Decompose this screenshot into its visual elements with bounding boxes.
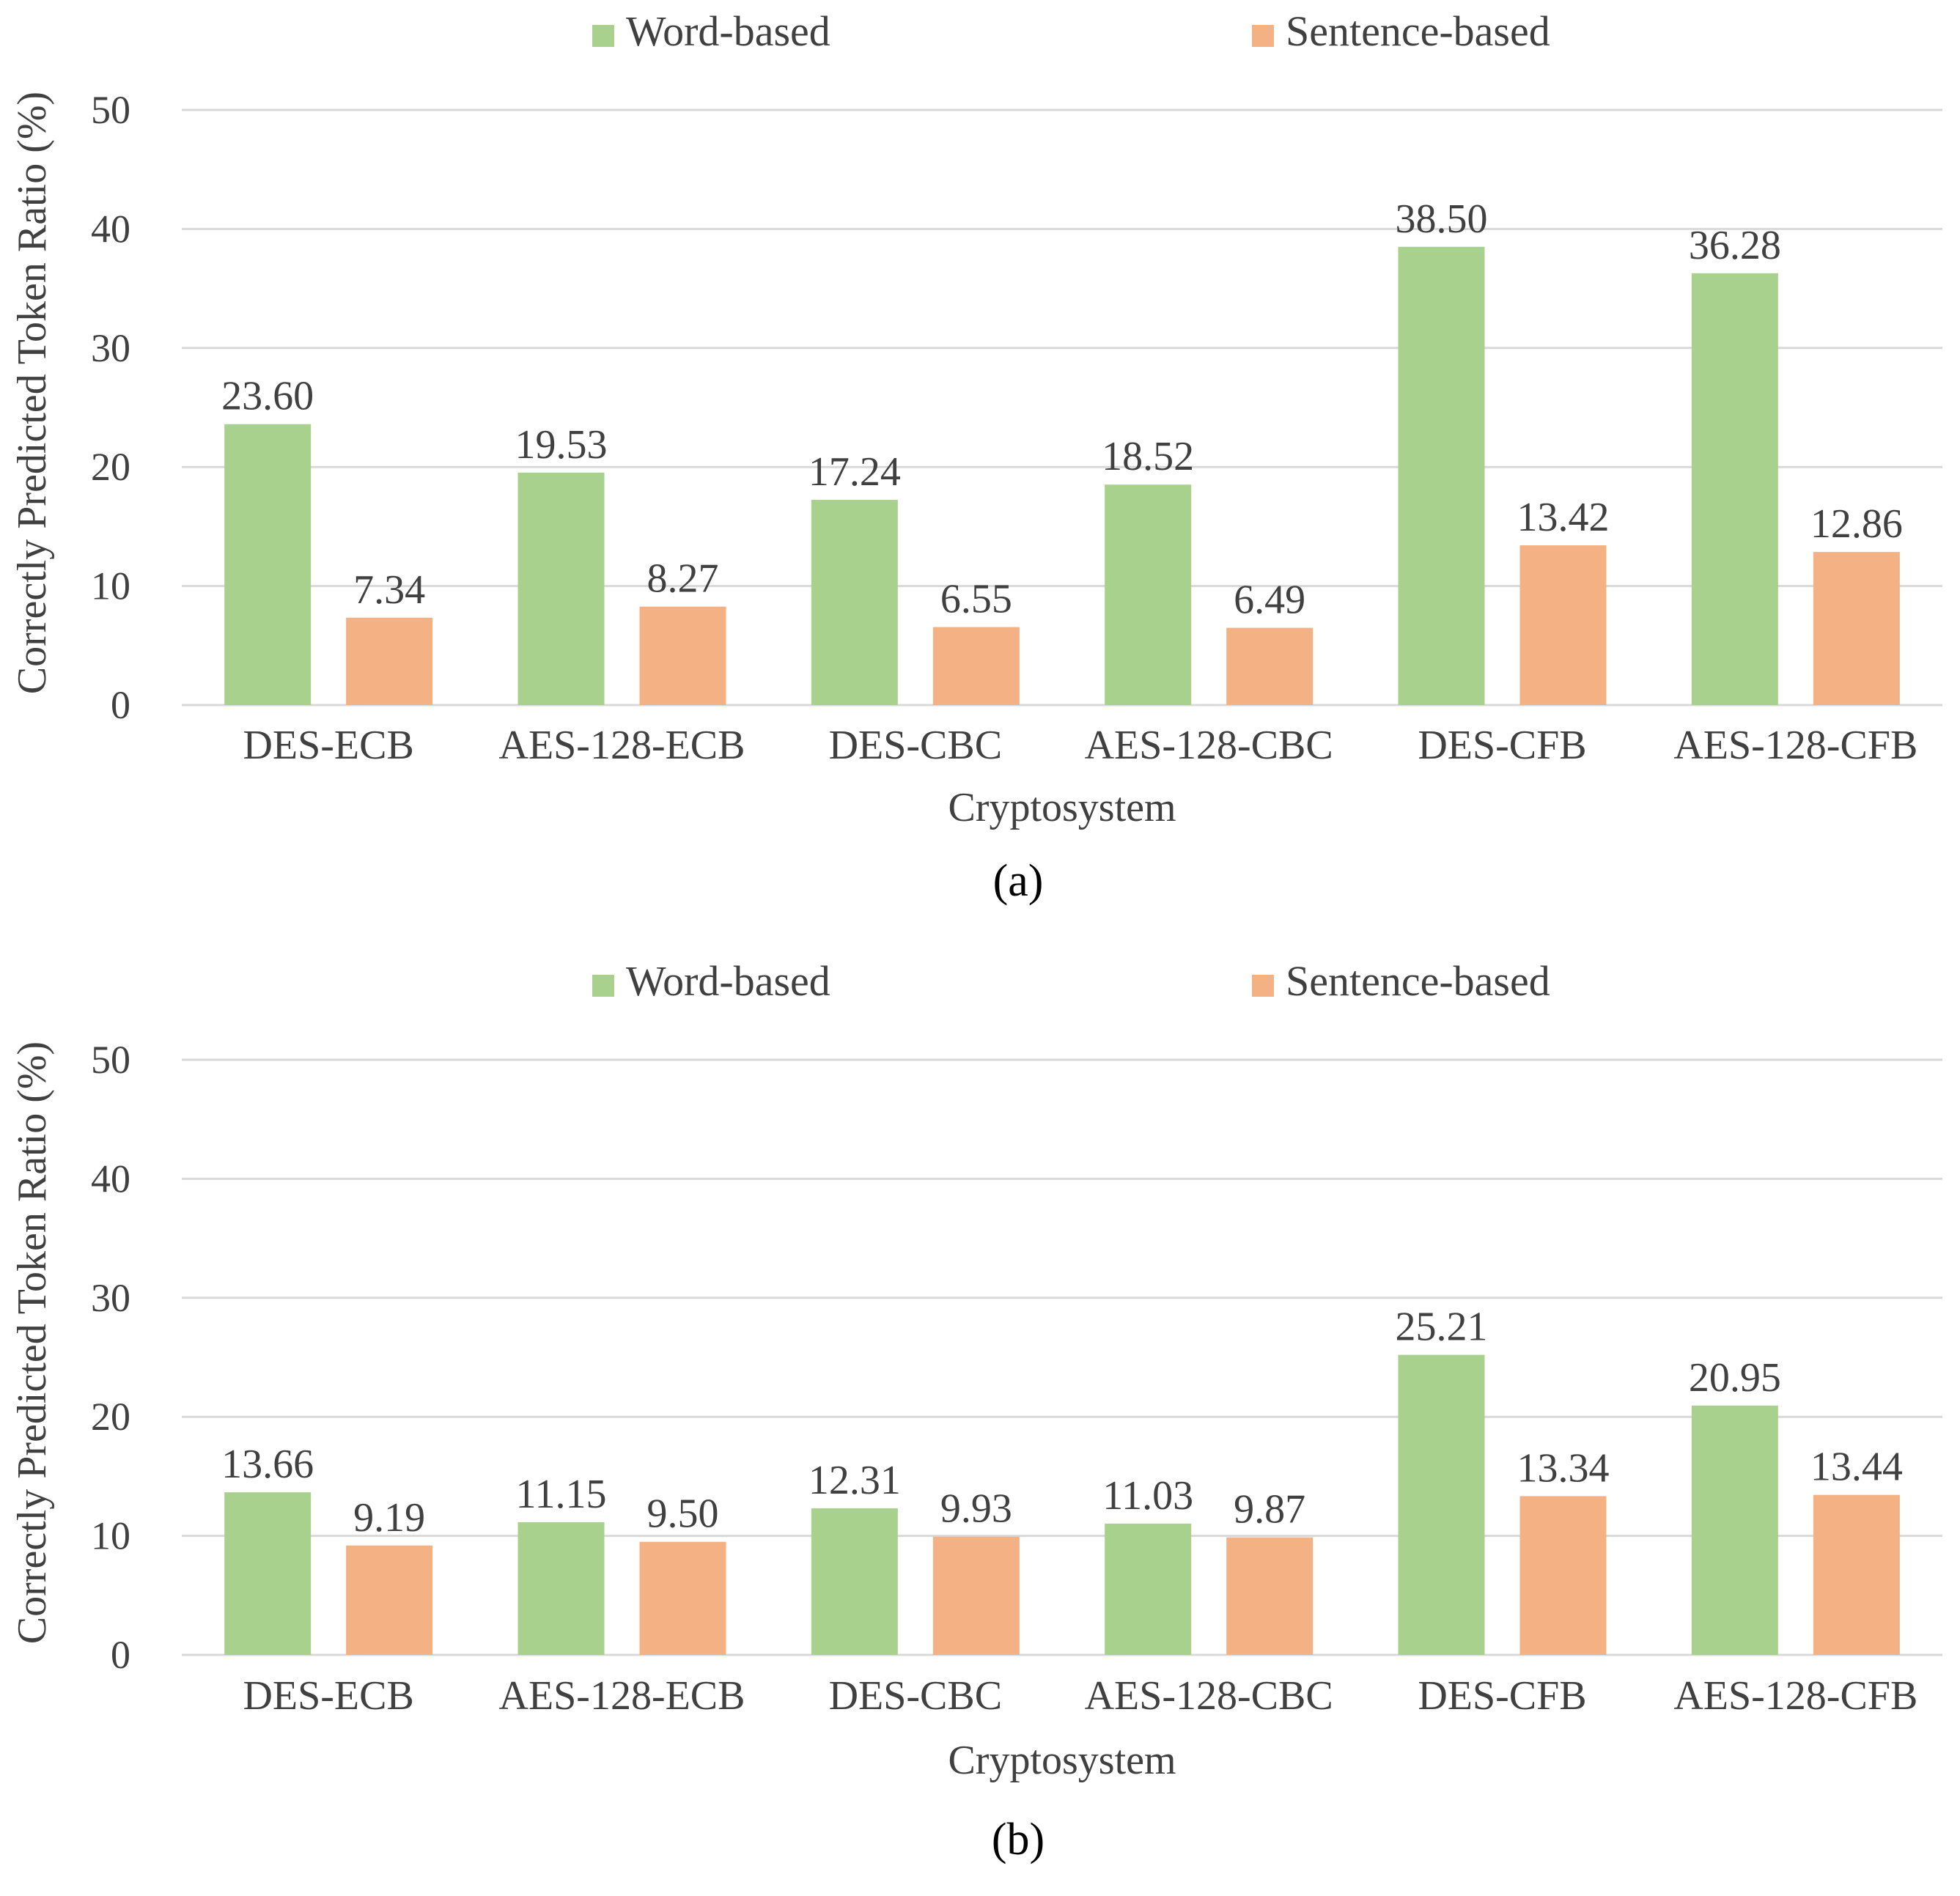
data-label: 11.03 xyxy=(1102,1473,1193,1519)
bar-sentence-based-des-cbc xyxy=(932,627,1020,705)
x-tick-label: AES-128-CFB xyxy=(1673,723,1917,768)
bar-word-based-des-cfb xyxy=(1398,1354,1485,1655)
y-tick-label: 50 xyxy=(91,88,130,132)
x-tick-label: DES-CBC xyxy=(829,1673,1003,1719)
y-tick-label: 0 xyxy=(111,683,130,727)
x-tick-label: AES-128-CBC xyxy=(1085,1673,1333,1719)
data-label: 38.50 xyxy=(1396,196,1488,242)
x-tick-label: AES-128-ECB xyxy=(499,723,745,768)
panel-caption: (a) xyxy=(993,856,1044,906)
bar-sentence-based-aes-128-ecb xyxy=(639,1541,726,1655)
chart-panel-b: 0 10 20 30 40 50 Correctly Predicted Token Rat… xyxy=(10,957,1942,1864)
data-label: 13.44 xyxy=(1810,1445,1903,1490)
bar-word-based-des-ecb xyxy=(224,1492,312,1655)
y-axis-label: Correctly Predicted Token Ratio (%) xyxy=(10,1041,55,1644)
x-tick-label: DES-ECB xyxy=(243,1673,413,1719)
bar-word-based-des-ecb xyxy=(224,424,312,705)
y-tick-label: 40 xyxy=(91,207,130,251)
legend-swatch xyxy=(592,975,614,997)
bar-word-based-aes-128-cbc xyxy=(1105,1523,1192,1655)
bar-sentence-based-des-cfb xyxy=(1519,1496,1607,1655)
legend-label: Sentence-based xyxy=(1286,957,1550,1005)
bar-sentence-based-des-ecb xyxy=(346,1545,433,1655)
x-axis-label: Cryptosystem xyxy=(948,1738,1176,1783)
bar-word-based-aes-128-cbc xyxy=(1105,484,1192,705)
bar-word-based-des-cbc xyxy=(811,500,898,705)
bar-sentence-based-des-cfb xyxy=(1519,545,1607,705)
y-tick-label: 20 xyxy=(91,1395,130,1439)
y-axis-label: Correctly Predicted Token Ratio (%) xyxy=(10,92,55,694)
data-label: 20.95 xyxy=(1689,1355,1781,1401)
bar-sentence-based-des-cbc xyxy=(932,1536,1020,1655)
x-tick-label: DES-CBC xyxy=(829,723,1003,768)
y-tick-label: 20 xyxy=(91,445,130,489)
data-label: 18.52 xyxy=(1102,434,1194,479)
chart-panel-a: 0 10 20 30 40 50 Correctly Predicted Token Rat… xyxy=(10,7,1942,906)
bar-word-based-aes-128-ecb xyxy=(517,1521,605,1655)
x-tick-label: DES-ECB xyxy=(243,723,413,768)
data-label: 13.66 xyxy=(221,1442,314,1487)
data-label: 25.21 xyxy=(1396,1305,1488,1350)
y-tick-label: 30 xyxy=(91,1276,130,1320)
legend-label: Word-based xyxy=(626,957,830,1005)
bar-sentence-based-aes-128-cfb xyxy=(1813,1494,1900,1655)
bar-sentence-based-aes-128-cbc xyxy=(1226,1537,1314,1655)
x-tick-label: AES-128-CFB xyxy=(1673,1673,1917,1719)
bar-sentence-based-aes-128-cfb xyxy=(1813,552,1900,705)
data-label: 6.49 xyxy=(1234,578,1305,623)
bar-word-based-aes-128-cfb xyxy=(1691,1405,1778,1655)
panel-caption: (b) xyxy=(992,1815,1045,1864)
data-label: 9.93 xyxy=(940,1486,1012,1532)
data-label: 9.87 xyxy=(1234,1487,1305,1532)
data-label: 8.27 xyxy=(647,556,719,602)
data-label: 36.28 xyxy=(1689,223,1781,268)
x-tick-label: AES-128-ECB xyxy=(499,1673,745,1719)
legend-label: Word-based xyxy=(626,7,830,55)
y-tick-label: 10 xyxy=(91,1514,130,1558)
x-tick-label: DES-CFB xyxy=(1418,723,1586,768)
bar-sentence-based-des-ecb xyxy=(346,617,433,705)
data-label: 19.53 xyxy=(515,422,608,468)
y-tick-label: 10 xyxy=(91,564,130,608)
data-label: 6.55 xyxy=(940,577,1012,622)
legend-swatch xyxy=(1252,975,1274,997)
bar-sentence-based-aes-128-cbc xyxy=(1226,627,1314,705)
data-label: 13.42 xyxy=(1517,495,1610,540)
y-tick-label: 50 xyxy=(91,1038,130,1082)
y-tick-label: 40 xyxy=(91,1157,130,1200)
x-axis-label: Cryptosystem xyxy=(948,785,1176,830)
bar-word-based-des-cfb xyxy=(1398,246,1485,705)
data-label: 12.31 xyxy=(808,1458,901,1503)
data-label: 9.50 xyxy=(647,1491,719,1537)
legend-swatch xyxy=(592,25,614,47)
x-tick-label: AES-128-CBC xyxy=(1085,723,1333,768)
bar-word-based-aes-128-ecb xyxy=(517,472,605,705)
data-label: 13.34 xyxy=(1517,1445,1610,1491)
bar-word-based-aes-128-cfb xyxy=(1691,273,1778,705)
data-label: 23.60 xyxy=(221,374,314,419)
data-label: 7.34 xyxy=(353,567,425,613)
data-label: 9.19 xyxy=(353,1495,425,1541)
bar-sentence-based-aes-128-ecb xyxy=(639,606,726,705)
bar-word-based-des-cbc xyxy=(811,1508,898,1655)
data-label: 12.86 xyxy=(1810,501,1903,547)
y-tick-label: 30 xyxy=(91,326,130,370)
legend-label: Sentence-based xyxy=(1286,7,1550,55)
legend-swatch xyxy=(1252,25,1274,47)
x-tick-label: DES-CFB xyxy=(1418,1673,1586,1719)
data-label: 11.15 xyxy=(516,1472,607,1517)
data-label: 17.24 xyxy=(808,449,901,495)
y-tick-label: 0 xyxy=(111,1633,130,1677)
